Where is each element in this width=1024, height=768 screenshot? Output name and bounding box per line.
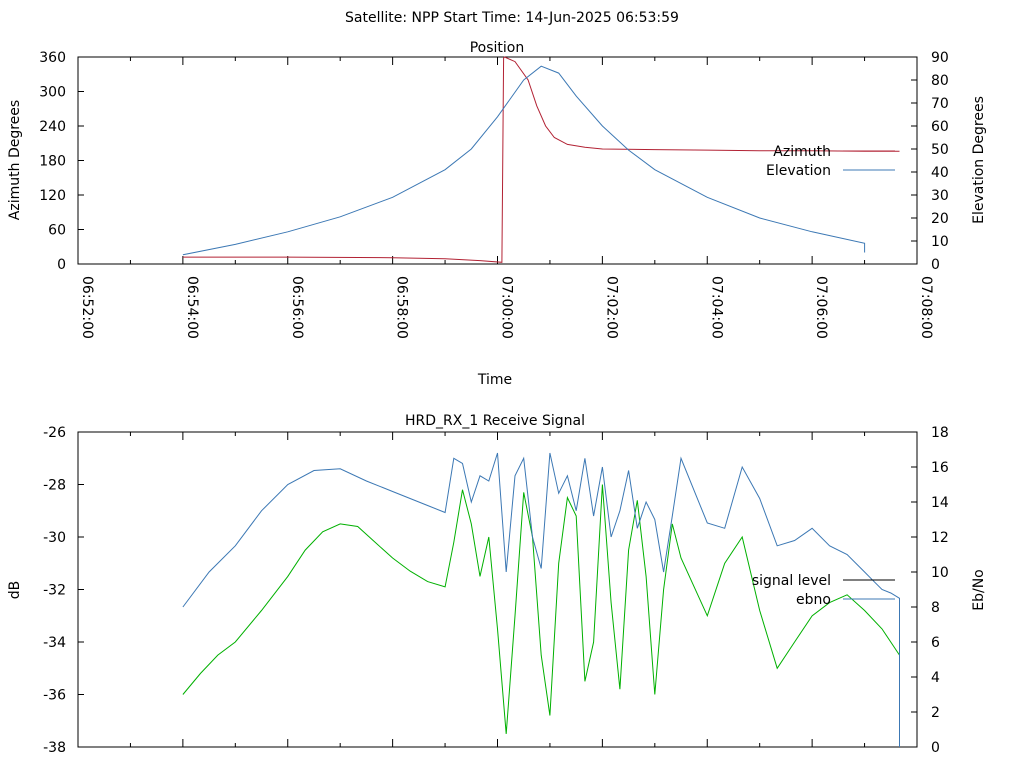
signal-y2tick-label: 4 [931, 670, 940, 686]
position-y2tick-label: 90 [931, 50, 949, 66]
signal-y2tick-label: 10 [931, 565, 949, 581]
position-xtick-label: 07:06:00 [813, 276, 829, 339]
chart-header-title: Satellite: NPP Start Time: 14-Jun-2025 0… [345, 10, 679, 26]
position-xtick-label: 07:00:00 [499, 276, 515, 339]
position-ytick-label: 60 [48, 223, 66, 239]
signal-panel: HRD_RX_1 Receive Signal -38-36-34-32-30-… [7, 413, 987, 756]
position-ytick-label: 0 [57, 257, 66, 273]
position-y2tick-label: 50 [931, 142, 949, 158]
signal-legend-label: signal level [752, 573, 831, 589]
position-line-azimuth [182, 56, 900, 263]
position-xtick-label: 07:08:00 [918, 276, 934, 339]
position-panel: Position 0 60 120 180 240 300 360 0 10 20 30 40 50 60… [7, 40, 987, 388]
signal-line-signal-level [182, 484, 900, 734]
position-y2tick-label: 0 [931, 257, 940, 273]
signal-ticks: -38 -36 -34 -32 -30 -28 -26 0 2 4 6 8 10 12 14 16 18 [43, 425, 949, 756]
signal-series [182, 452, 900, 747]
position-y2tick-label: 10 [931, 234, 949, 250]
position-xtick-label: 06:54:00 [184, 276, 200, 339]
position-ytick-label: 360 [39, 50, 66, 66]
signal-ytick-label: -34 [43, 635, 66, 651]
position-y2tick-label: 40 [931, 165, 949, 181]
position-ytick-label: 180 [39, 154, 66, 170]
signal-y2tick-label: 0 [931, 740, 940, 756]
position-legend-label: Azimuth [773, 144, 831, 160]
signal-ytick-label: -28 [43, 478, 66, 494]
position-y2tick-label: 80 [931, 73, 949, 89]
signal-ytick-label: -38 [43, 740, 66, 756]
position-ytick-label: 240 [39, 119, 66, 135]
signal-ylabel: dB [7, 581, 23, 600]
position-ticks: 0 60 120 180 240 300 360 0 10 20 30 40 50 60 70 80 90 06:… [39, 50, 949, 339]
position-line-elevation [182, 65, 866, 256]
position-title: Position [470, 40, 525, 56]
signal-ytick-label: -32 [43, 583, 66, 599]
position-plot-frame [77, 56, 918, 265]
signal-legend-label: ebno [796, 592, 831, 608]
signal-y2tick-label: 2 [931, 705, 940, 721]
position-series [182, 56, 900, 263]
signal-ytick-label: -26 [43, 425, 66, 441]
signal-ytick-label: -30 [43, 530, 66, 546]
position-ytick-label: 120 [39, 188, 66, 204]
position-xtick-label: 06:52:00 [79, 276, 95, 339]
position-y2tick-label: 70 [931, 96, 949, 112]
signal-plot-frame [77, 431, 918, 748]
signal-y2tick-label: 6 [931, 635, 940, 651]
signal-legend: signal level ebno [752, 573, 895, 608]
signal-y2tick-label: 12 [931, 530, 949, 546]
signal-y2tick-label: 8 [931, 600, 940, 616]
position-y2tick-label: 20 [931, 211, 949, 227]
signal-title: HRD_RX_1 Receive Signal [405, 413, 585, 429]
position-legend: Azimuth Elevation [766, 144, 895, 179]
position-ylabel: Azimuth Degrees [7, 100, 23, 220]
position-y2tick-label: 30 [931, 188, 949, 204]
signal-y2label: Eb/No [971, 569, 987, 611]
position-y2tick-label: 60 [931, 119, 949, 135]
position-xtick-label: 07:02:00 [603, 276, 619, 339]
signal-y2tick-label: 16 [931, 460, 949, 476]
position-xlabel: Time [477, 372, 512, 388]
position-legend-label: Elevation [766, 163, 831, 179]
position-xtick-label: 06:58:00 [394, 276, 410, 339]
signal-y2tick-label: 14 [931, 495, 949, 511]
signal-y2tick-label: 18 [931, 425, 949, 441]
signal-ytick-label: -36 [43, 688, 66, 704]
position-y2label: Elevation Degrees [971, 96, 987, 224]
signal-line-ebno [182, 452, 900, 747]
position-xtick-label: 06:56:00 [289, 276, 305, 339]
position-xtick-label: 07:04:00 [708, 276, 724, 339]
position-ytick-label: 300 [39, 85, 66, 101]
